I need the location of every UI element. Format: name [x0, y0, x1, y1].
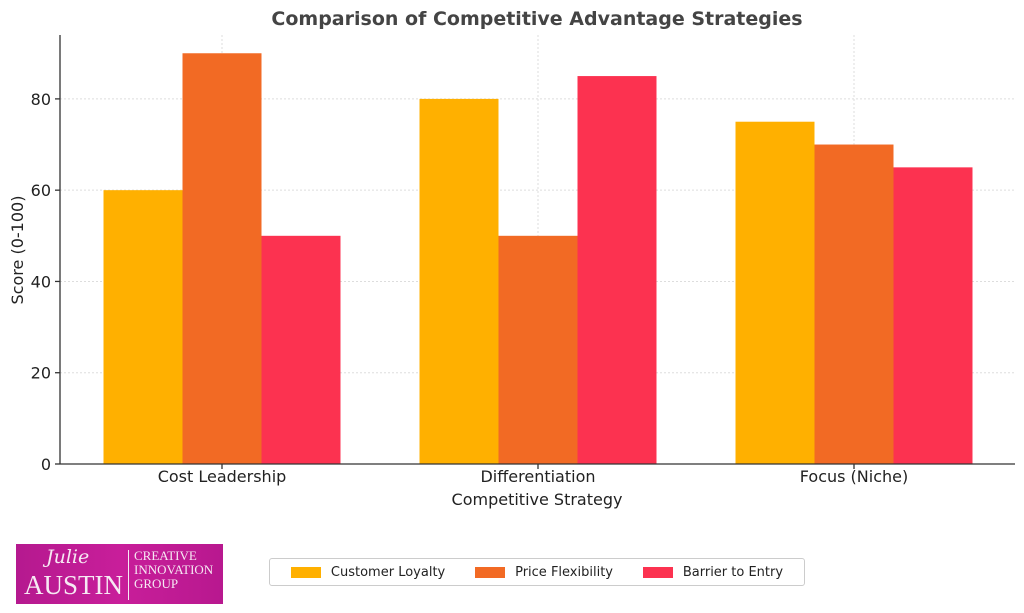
axes-layer: 0 20 40 60 80 Cost Leadership Differentiation F…	[31, 35, 1015, 486]
y-tick-label: 80	[31, 90, 51, 109]
x-tick-label: Cost Leadership	[158, 467, 287, 486]
y-tick-label: 40	[31, 272, 51, 291]
bar	[814, 144, 894, 464]
logo-tagline: CREATIVE INNOVATION GROUP	[134, 549, 213, 591]
legend-swatch	[475, 566, 506, 578]
x-tick-label: Differentiation	[480, 467, 595, 486]
y-tick-label: 0	[41, 455, 51, 474]
logo-name-text: AUSTIN	[24, 570, 123, 600]
y-tick-label: 60	[31, 181, 51, 200]
y-tick-label: 20	[31, 364, 51, 383]
bar	[893, 167, 973, 464]
bar	[261, 235, 341, 464]
bar	[577, 76, 657, 465]
legend-item: Price Flexibility	[475, 565, 613, 580]
bar	[498, 235, 578, 464]
logo-line-3: GROUP	[134, 576, 179, 591]
bar	[182, 53, 262, 465]
chart-legend: Customer Loyalty Price Flexibility Barrier…	[269, 558, 805, 586]
chart-title: Comparison of Competitive Advantage Stra…	[271, 8, 802, 30]
legend-item: Customer Loyalty	[290, 564, 446, 580]
logo-line-1: CREATIVE	[134, 548, 197, 563]
legend-swatch	[642, 566, 673, 578]
logo-divider	[128, 550, 129, 600]
bar	[735, 121, 815, 464]
legend-swatch	[290, 566, 321, 578]
company-logo: Julie AUSTIN CREATIVE INNOVATION GROUP	[16, 544, 223, 604]
y-axis-label: Score (0-100)	[8, 196, 27, 305]
chart-area: Comparison of Competitive Advantage Stra…	[8, 8, 1015, 509]
bars-layer	[103, 53, 973, 465]
logo-script-text: Julie	[46, 546, 90, 568]
legend-label: Customer Loyalty	[330, 564, 446, 580]
x-tick-label: Focus (Niche)	[800, 467, 908, 486]
legend-label: Price Flexibility	[515, 564, 613, 580]
bar	[419, 98, 499, 464]
bar	[103, 190, 183, 464]
legend-item: Barrier to Entry	[642, 564, 784, 580]
x-axis-label: Competitive Strategy	[452, 490, 623, 509]
logo-line-2: INNOVATION	[134, 562, 214, 577]
legend-label: Barrier to Entry	[682, 564, 784, 580]
